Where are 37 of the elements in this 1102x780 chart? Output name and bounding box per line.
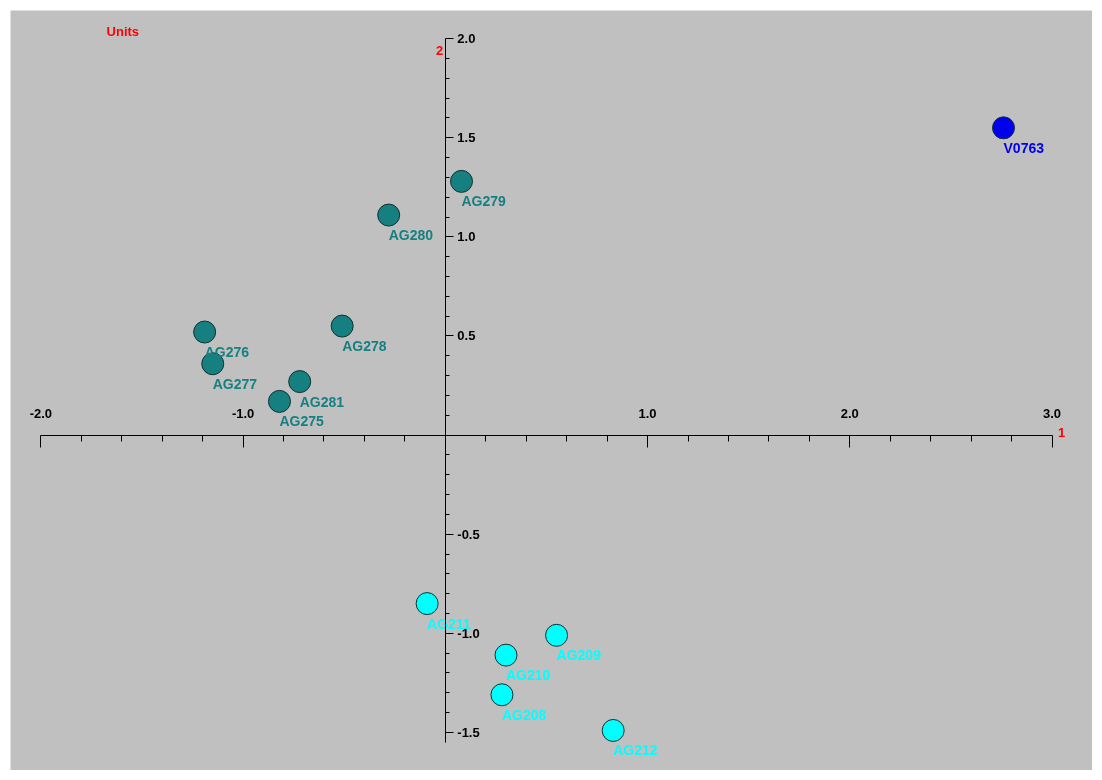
point bbox=[330, 314, 354, 338]
y-tick-label: -0.5 bbox=[457, 526, 480, 542]
point bbox=[377, 203, 401, 227]
chart-title: Units bbox=[106, 23, 140, 39]
annotation: AG208 bbox=[501, 706, 547, 723]
point bbox=[193, 320, 217, 344]
x-axis-title: 1 bbox=[1058, 425, 1066, 441]
annotation: AG212 bbox=[613, 742, 658, 759]
annotation: V0763 bbox=[1003, 139, 1045, 156]
annotation: AG278 bbox=[342, 338, 387, 355]
annotation: AG275 bbox=[279, 413, 325, 430]
x-tick-label: -2.0 bbox=[29, 406, 53, 422]
annotation: AG209 bbox=[556, 647, 602, 664]
annotation: AG279 bbox=[461, 193, 507, 210]
annotation: AG281 bbox=[299, 393, 345, 410]
x-tick-label: 2.0 bbox=[840, 406, 859, 422]
annotation: AG280 bbox=[388, 227, 434, 244]
y-axis-title: 2 bbox=[436, 42, 444, 58]
y-tick-label: 1.0 bbox=[457, 229, 476, 245]
point bbox=[490, 683, 514, 707]
annotation: AG277 bbox=[212, 375, 258, 392]
point bbox=[288, 370, 312, 394]
point bbox=[267, 389, 291, 413]
x-tick-label: 3.0 bbox=[1043, 406, 1062, 422]
y-tick-label: -1.5 bbox=[457, 724, 480, 740]
point bbox=[545, 623, 569, 647]
point bbox=[992, 116, 1016, 140]
y-tick-label: 1.5 bbox=[457, 130, 476, 146]
point bbox=[494, 643, 518, 667]
annotation: AG210 bbox=[506, 667, 551, 684]
x-tick-label: 1.0 bbox=[638, 406, 657, 422]
point bbox=[415, 592, 439, 616]
point bbox=[450, 169, 473, 193]
y-tick-label: 2.0 bbox=[457, 31, 476, 47]
point bbox=[601, 718, 625, 742]
y-tick-label: 0.5 bbox=[457, 328, 476, 344]
x-tick-label: -1.0 bbox=[231, 406, 255, 422]
